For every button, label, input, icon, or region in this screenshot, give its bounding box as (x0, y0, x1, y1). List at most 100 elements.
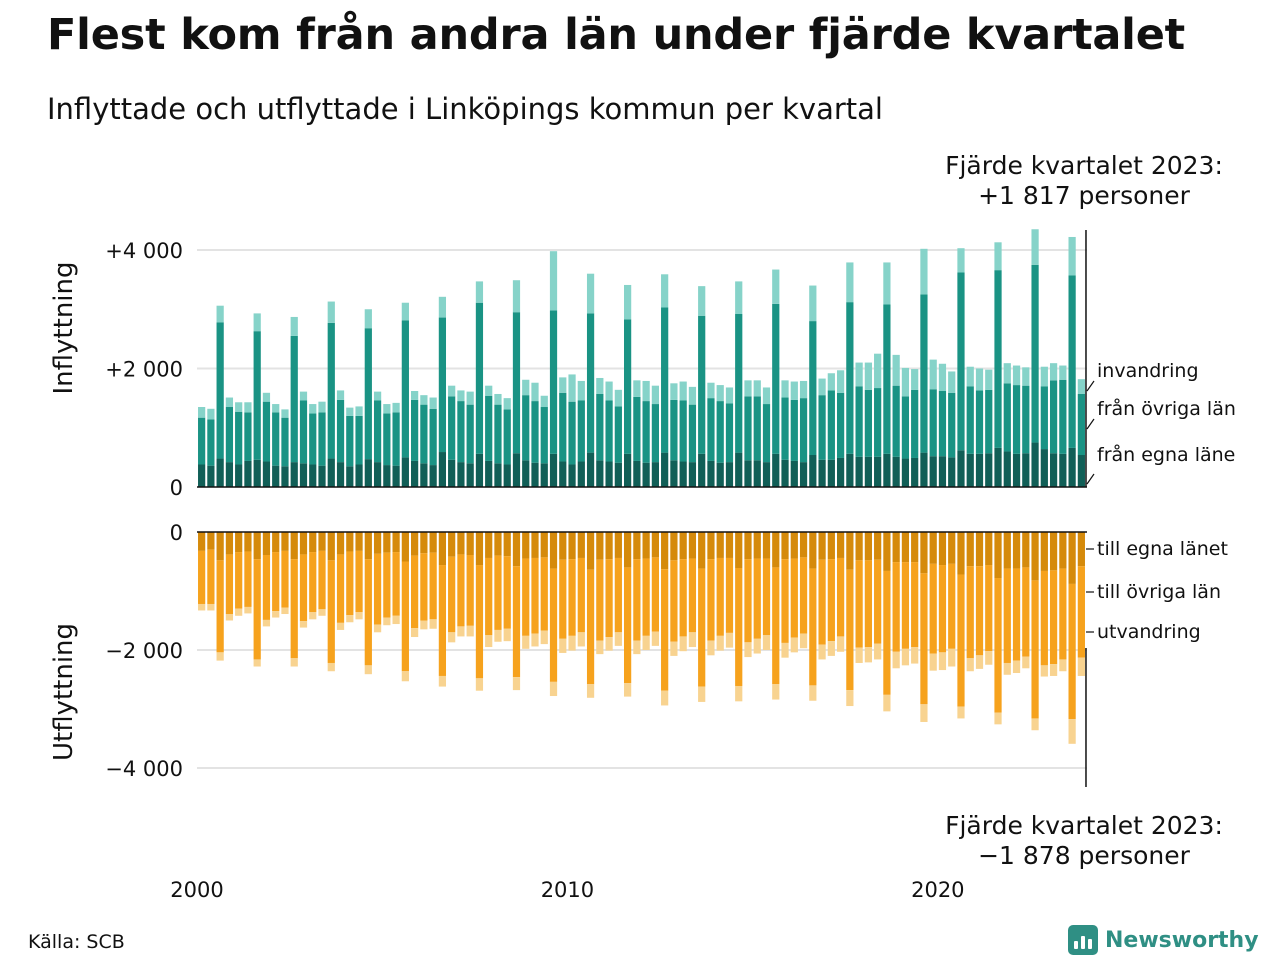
bar-in_imm (586, 273, 595, 314)
bar-out_own (698, 532, 706, 569)
bar-in_imm (827, 373, 835, 391)
bar-in_imm (883, 262, 891, 305)
y-axis-title-inflow: Inflyttning (49, 262, 79, 395)
bar-in_own (540, 463, 548, 487)
y-tick-label: −2 000 (105, 639, 183, 663)
bar-out_own (725, 532, 734, 558)
bar-in_other (818, 395, 826, 460)
bar-in_own (494, 463, 502, 487)
bar-out_other (716, 557, 724, 636)
bar-out_other (1049, 570, 1058, 665)
bar-out_emig (874, 643, 882, 660)
bar-out_other (1077, 566, 1085, 658)
bar-out_other (281, 550, 289, 608)
bar-out_other (901, 562, 910, 649)
bar-out_own (762, 532, 771, 559)
bar-out_own (688, 532, 697, 559)
y-tick-label: +4 000 (105, 239, 183, 263)
bar-in_other (355, 415, 363, 465)
bar-in_own (957, 450, 965, 487)
bar-in_other (503, 409, 511, 465)
bar-out_other (475, 565, 484, 679)
bar-in_other (985, 389, 993, 454)
bar-out_emig (503, 628, 511, 642)
bar-out_emig (975, 655, 984, 669)
bar-in_other (346, 415, 354, 467)
bar-out_emig (485, 635, 493, 648)
bar-out_own (262, 532, 271, 556)
bar-out_emig (781, 642, 789, 658)
bar-in_other (448, 396, 456, 460)
bar-in_imm (253, 313, 261, 332)
bar-out_other (725, 557, 734, 633)
bar-in_own (235, 464, 243, 488)
bar-in_other (327, 322, 335, 459)
bar-in_other (883, 304, 891, 454)
bar-in_imm (707, 382, 715, 399)
bar-in_own (475, 453, 484, 487)
bar-out_emig (1040, 665, 1048, 677)
bar-in_own (272, 465, 280, 487)
bar-out_other (327, 560, 335, 663)
bar-in_imm (448, 385, 456, 397)
callout-outflow-line1: Fjärde kvartalet 2023: (945, 811, 1223, 840)
bar-out_emig (355, 612, 363, 620)
bar-out_own (1049, 532, 1058, 571)
x-tick-label: 2020 (911, 878, 964, 902)
bar-in_own (781, 459, 789, 487)
bar-in_imm (299, 391, 308, 401)
bar-in_own (373, 462, 382, 487)
bar-in_imm (198, 407, 206, 418)
bar-in_own (383, 465, 391, 487)
bar-out_other (485, 557, 493, 636)
bar-in_other (707, 398, 715, 461)
bar-in_own (299, 463, 308, 487)
bar-in_other (651, 404, 659, 463)
bar-in_imm (318, 401, 326, 413)
bar-in_imm (938, 363, 947, 392)
bar-in_other (642, 401, 650, 463)
bar-in_other (225, 407, 234, 463)
bar-out_emig (253, 659, 261, 667)
bar-in_imm (383, 404, 391, 414)
bar-in_own (401, 457, 409, 488)
bar-in_imm (985, 369, 993, 390)
bar-out_other (799, 557, 808, 634)
bar-in_own (485, 460, 493, 487)
bar-out_emig (281, 607, 289, 615)
bar-in_other (633, 396, 641, 461)
bar-out_own (318, 532, 326, 551)
bar-out_own (1040, 532, 1048, 571)
bar-out_other (244, 551, 252, 607)
bar-in_other (392, 412, 400, 466)
bar-in_own (799, 462, 808, 487)
bar-out_emig (290, 658, 298, 667)
bar-in_own (392, 465, 400, 487)
bar-out_own (994, 532, 1002, 579)
bar-in_other (1077, 393, 1085, 456)
bar-in_imm (1049, 363, 1058, 381)
bar-in_own (864, 456, 872, 487)
bar-in_other (1012, 385, 1021, 454)
bar-in_other (559, 392, 567, 462)
bar-in_imm (605, 381, 613, 401)
bar-out_own (596, 532, 604, 560)
bar-out_emig (790, 637, 798, 653)
bar-in_imm (420, 395, 428, 405)
bar-out_own (438, 532, 447, 566)
bar-in_other (540, 407, 548, 464)
bar-out_own (707, 532, 715, 560)
bar-in_imm (633, 380, 641, 397)
bar-in_own (874, 456, 882, 487)
bar-in_imm (929, 359, 937, 390)
bar-in_own (466, 463, 474, 487)
bar-in_own (707, 460, 715, 487)
bar-in_own (827, 459, 835, 487)
bar-out_emig (272, 611, 280, 618)
bar-out_emig (1022, 656, 1030, 669)
bar-out_emig (225, 614, 234, 621)
bar-out_own (920, 532, 928, 574)
bar-out_own (735, 532, 743, 568)
bar-in_imm (596, 377, 604, 394)
bar-out_emig (920, 704, 928, 722)
